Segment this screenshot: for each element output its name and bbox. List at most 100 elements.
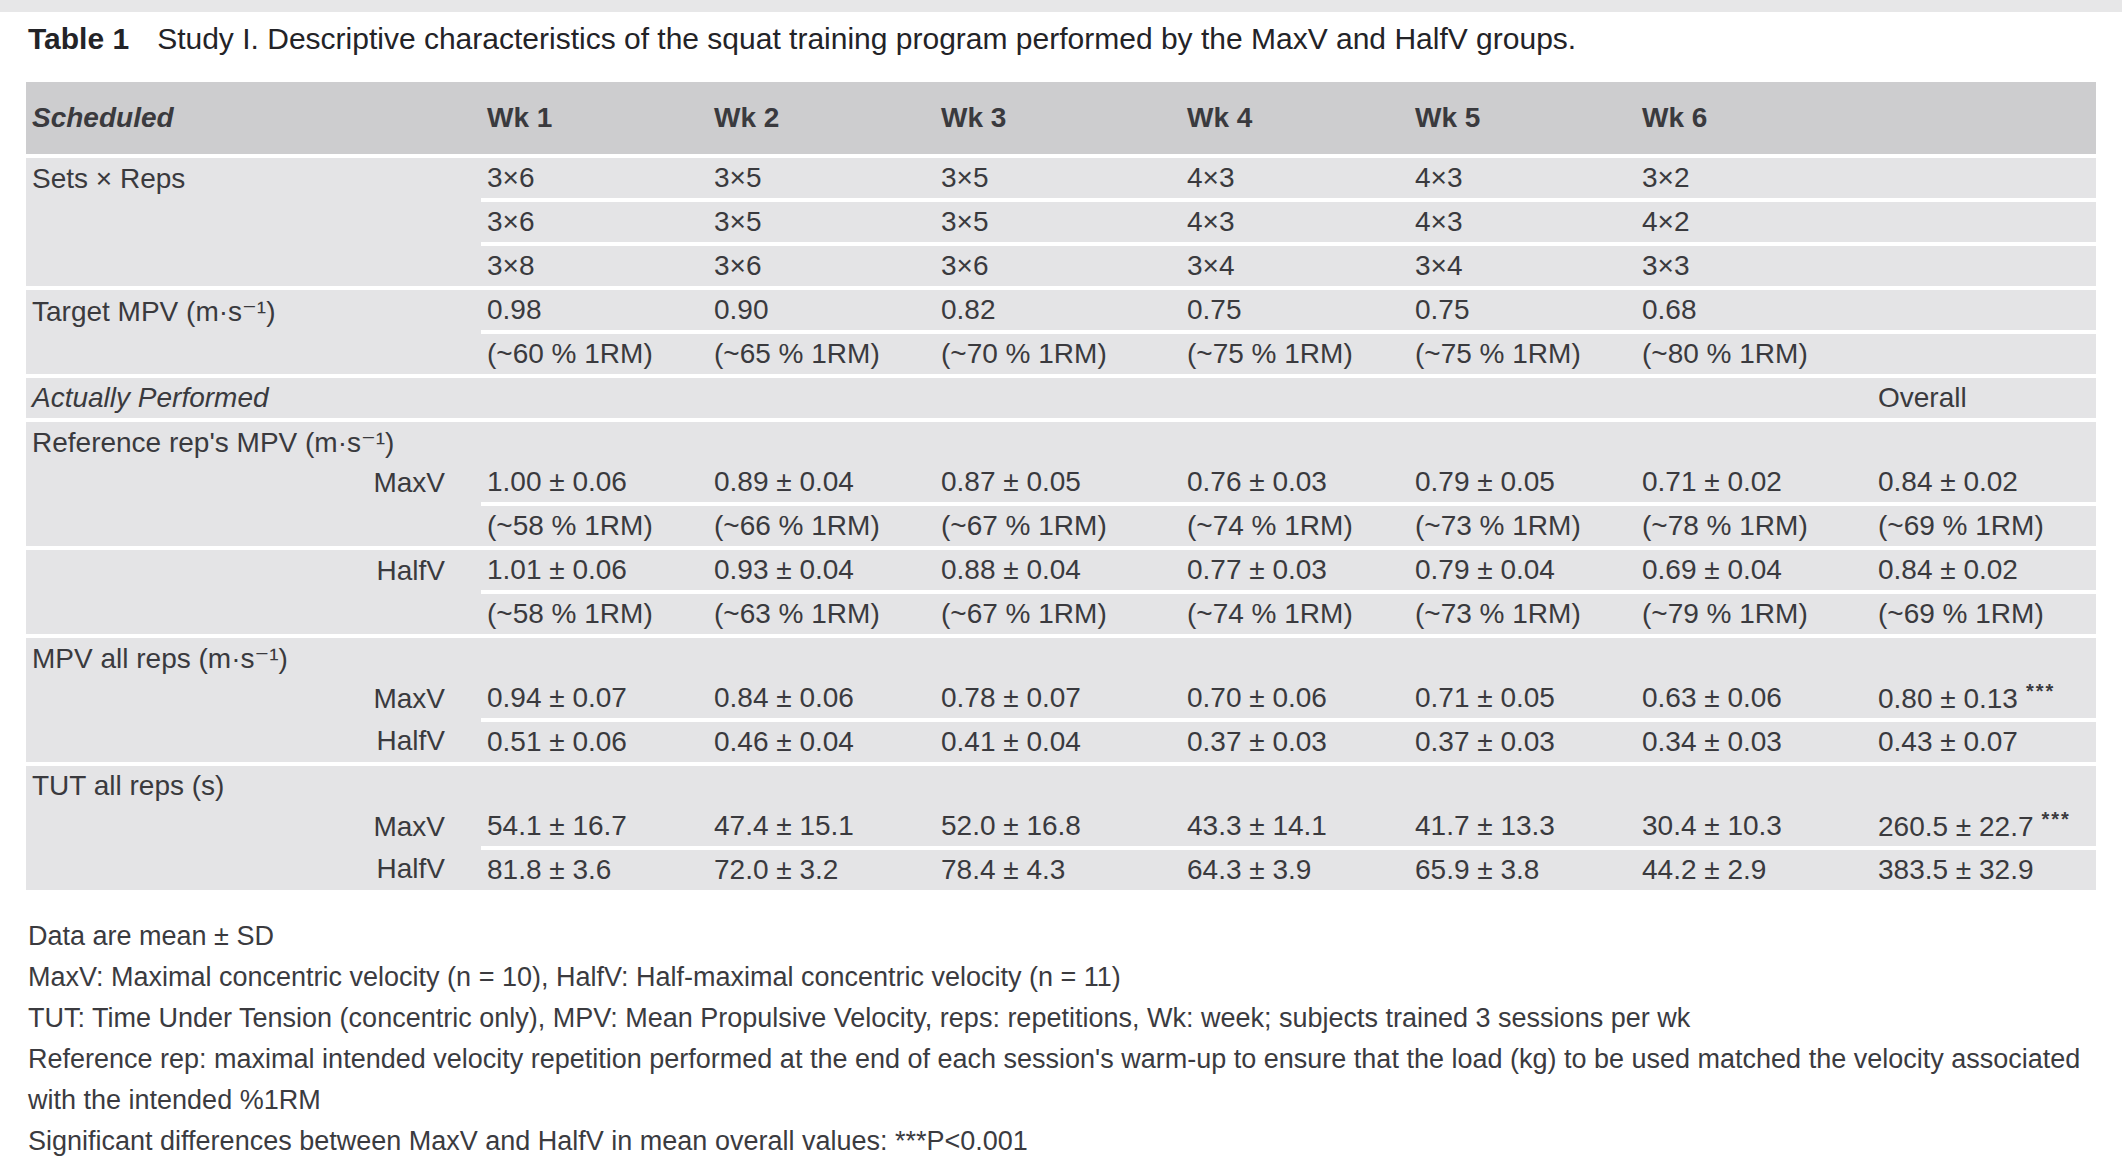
cell: 4×3 [1181,200,1409,244]
cell: (~67 % 1RM) [935,592,1181,636]
cell: (~58 % 1RM) [481,504,708,548]
row-label: Actually Performed [26,376,481,420]
cell: 78.4 ± 4.3 [935,848,1181,890]
cell [708,764,935,806]
cell [1872,420,2096,462]
cell [708,376,935,420]
cell: 0.79 ± 0.04 [1409,548,1636,592]
cell: (~74 % 1RM) [1181,592,1409,636]
cell [935,764,1181,806]
table-row-mpv-halfv: HalfV 0.51 ± 0.06 0.46 ± 0.04 0.41 ± 0.0… [26,720,2096,764]
cell: 54.1 ± 16.7 [481,806,708,848]
cell [481,420,708,462]
footnote-significance: Significant differences between MaxV and… [28,1121,2094,1162]
cell [1636,764,1872,806]
cell [1872,764,2096,806]
overall-value: 260.5 ± 22.7 [1878,812,2034,843]
cell: (~66 % 1RM) [708,504,935,548]
header-wk5: Wk 5 [1409,82,1636,156]
cell: 3×5 [935,200,1181,244]
cell [1181,764,1409,806]
cell: 0.63 ± 0.06 [1636,678,1872,720]
cell: (~79 % 1RM) [1636,592,1872,636]
cell: 1.01 ± 0.06 [481,548,708,592]
cell: 3×5 [935,156,1181,200]
cell: (~69 % 1RM) [1872,504,2096,548]
table-row-mpv-all-reps: MPV all reps (m·s⁻¹) [26,636,2096,678]
cell: 0.75 [1409,288,1636,332]
cell: 0.70 ± 0.06 [1181,678,1409,720]
cell [1872,332,2096,376]
cell: (~74 % 1RM) [1181,504,1409,548]
cell: (~75 % 1RM) [1409,332,1636,376]
cell: 30.4 ± 10.3 [1636,806,1872,848]
cell: 0.71 ± 0.05 [1409,678,1636,720]
overall-value: 0.80 ± 0.13 [1878,684,2018,715]
cell [1872,288,2096,332]
cell: 43.3 ± 14.1 [1181,806,1409,848]
cell: 4×3 [1409,200,1636,244]
table-row-tut-halfv: HalfV 81.8 ± 3.6 72.0 ± 3.2 78.4 ± 4.3 6… [26,848,2096,890]
group-label-halfv: HalfV [26,720,481,764]
cell [1872,244,2096,288]
cell [481,376,708,420]
row-label [26,244,481,288]
table-row-sets-reps-3: 3×8 3×6 3×6 3×4 3×4 3×3 [26,244,2096,288]
cell: 0.93 ± 0.04 [708,548,935,592]
footnote-abbreviations: TUT: Time Under Tension (concentric only… [28,998,2094,1039]
table-row-refrep-maxv-pct1rm: (~58 % 1RM) (~66 % 1RM) (~67 % 1RM) (~74… [26,504,2096,548]
cell: 72.0 ± 3.2 [708,848,935,890]
cell: 0.43 ± 0.07 [1872,720,2096,764]
cell: 0.34 ± 0.03 [1636,720,1872,764]
cell: 3×5 [708,156,935,200]
cell [935,420,1181,462]
table-row-target-pct1rm: (~60 % 1RM) (~65 % 1RM) (~70 % 1RM) (~75… [26,332,2096,376]
cell: 44.2 ± 2.9 [1636,848,1872,890]
table-row-sets-reps-1: Sets × Reps 3×6 3×5 3×5 4×3 4×3 3×2 [26,156,2096,200]
group-label-halfv: HalfV [26,548,481,592]
cell: 0.79 ± 0.05 [1409,462,1636,504]
cell [708,420,935,462]
cell: 41.7 ± 13.3 [1409,806,1636,848]
table-row-refrep-halfv-pct1rm: (~58 % 1RM) (~63 % 1RM) (~67 % 1RM) (~74… [26,592,2096,636]
cell: 0.46 ± 0.04 [708,720,935,764]
cell: 0.90 [708,288,935,332]
page-top-rule [0,0,2122,12]
cell: (~58 % 1RM) [481,592,708,636]
table-caption-label: Table 1 [28,22,129,56]
row-label [26,200,481,244]
cell: 0.76 ± 0.03 [1181,462,1409,504]
cell: (~69 % 1RM) [1872,592,2096,636]
row-label: Sets × Reps [26,156,481,200]
cell: 0.84 ± 0.02 [1872,548,2096,592]
cell: (~73 % 1RM) [1409,504,1636,548]
cell: (~63 % 1RM) [708,592,935,636]
cell: 47.4 ± 15.1 [708,806,935,848]
table-row-tut-all-reps: TUT all reps (s) [26,764,2096,806]
cell [1636,636,1872,678]
table-row-tut-maxv: MaxV 54.1 ± 16.7 47.4 ± 15.1 52.0 ± 16.8… [26,806,2096,848]
cell: 65.9 ± 3.8 [1409,848,1636,890]
row-label: Target MPV (m·s⁻¹) [26,288,481,332]
footnotes: Data are mean ± SD MaxV: Maximal concent… [28,916,2094,1162]
cell [1872,156,2096,200]
footnote-mean-sd: Data are mean ± SD [28,916,2094,957]
cell: 3×4 [1409,244,1636,288]
cell: 0.77 ± 0.03 [1181,548,1409,592]
table-row-target-mpv: Target MPV (m·s⁻¹) 0.98 0.90 0.82 0.75 0… [26,288,2096,332]
cell: 3×8 [481,244,708,288]
table-row-refrep-maxv: MaxV 1.00 ± 0.06 0.89 ± 0.04 0.87 ± 0.05… [26,462,2096,504]
cell: (~78 % 1RM) [1636,504,1872,548]
cell [1181,636,1409,678]
table-row-reference-rep-mpv: Reference rep's MPV (m·s⁻¹) [26,420,2096,462]
cell: (~65 % 1RM) [708,332,935,376]
cell: 64.3 ± 3.9 [1181,848,1409,890]
row-label [26,504,481,548]
cell [1409,420,1636,462]
cell [1409,636,1636,678]
cell: 0.51 ± 0.06 [481,720,708,764]
cell: 4×3 [1181,156,1409,200]
cell [1409,764,1636,806]
cell: 0.75 [1181,288,1409,332]
cell [1636,420,1872,462]
